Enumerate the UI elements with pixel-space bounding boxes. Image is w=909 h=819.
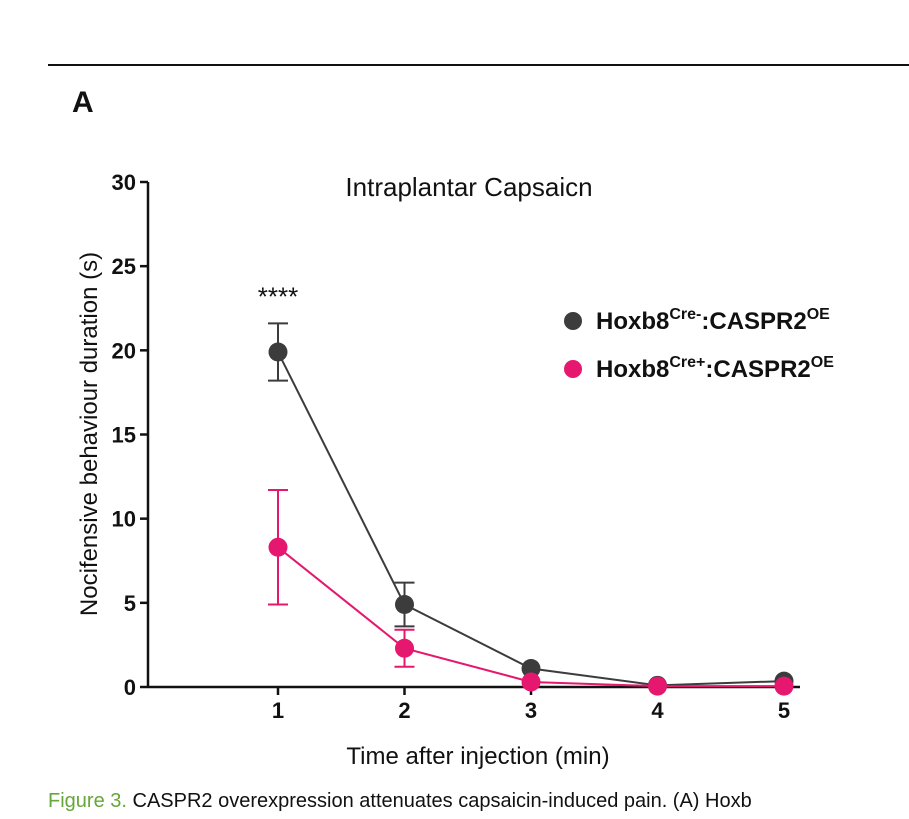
y-tick-label-25: 25: [112, 254, 136, 279]
series-2-point-2: [395, 638, 414, 658]
series-1-point-2: [395, 595, 414, 615]
y-tick-label-0: 0: [124, 675, 136, 700]
legend: Hoxb8Cre-:CASPR2OE Hoxb8Cre+:CASPR2OE: [564, 306, 834, 383]
figure-caption: Figure 3. CASPR2 overexpression attenuat…: [48, 788, 909, 816]
x-tick-label-4: 4: [651, 698, 664, 723]
chart-title: Intraplantar Capsaicn: [345, 172, 592, 202]
caption-text: CASPR2 overexpression attenuates capsaic…: [126, 790, 752, 812]
y-tick-label-30: 30: [112, 170, 136, 195]
x-tick-label-5: 5: [778, 698, 790, 723]
legend-marker-series-2: [564, 360, 582, 378]
annotation-layer: ****: [258, 282, 298, 312]
legend-sup2-series-1: OE: [807, 306, 830, 323]
legend-label-series-1: Hoxb8: [596, 308, 669, 335]
legend-marker-series-1: [564, 312, 582, 330]
series-2: [268, 489, 794, 696]
svg-text:Hoxb8Cre-:CASPR2OE: Hoxb8Cre-:CASPR2OE: [596, 306, 830, 335]
y-axis-label: Nocifensive behaviour duration (s): [76, 252, 103, 616]
x-axis-label: Time after injection (min): [346, 743, 609, 770]
y-tick-label-15: 15: [112, 423, 136, 448]
legend-label-series-2: Hoxb8: [596, 356, 669, 383]
series-2-point-3: [521, 672, 541, 692]
series-1-line: [277, 351, 785, 687]
legend-sup2-series-2: OE: [811, 354, 834, 371]
series-2-point-1: [268, 537, 288, 557]
legend-mid-series-2: :CASPR2: [705, 356, 810, 383]
y-tick-label-20: 20: [112, 338, 136, 363]
y-tick-label-5: 5: [124, 591, 136, 616]
svg-text:Hoxb8Cre+:CASPR2OE: Hoxb8Cre+:CASPR2OE: [596, 354, 834, 383]
series-2-point-4: [648, 676, 667, 696]
axes: 0 5 10 15 20 25 30 1 2 3 4 5: [112, 170, 800, 723]
legend-mid-series-1: :CASPR2: [701, 308, 806, 335]
series-2-point-5: [774, 676, 794, 696]
x-tick-label-3: 3: [525, 698, 537, 723]
series-1-point-1: [268, 342, 288, 362]
panel-label: A: [72, 86, 94, 119]
x-tick-label-2: 2: [398, 698, 410, 723]
figure-number: Figure 3.: [48, 790, 127, 812]
series-1-point-3: [521, 658, 541, 678]
significance-annotation-1: ****: [258, 282, 298, 312]
x-tick-label-1: 1: [272, 698, 284, 723]
legend-sup-series-1: Cre-: [669, 306, 701, 323]
top-rule: [48, 64, 909, 66]
series-layer: [268, 322, 794, 696]
y-tick-label-10: 10: [112, 507, 136, 532]
legend-sup-series-2: Cre+: [669, 354, 705, 371]
